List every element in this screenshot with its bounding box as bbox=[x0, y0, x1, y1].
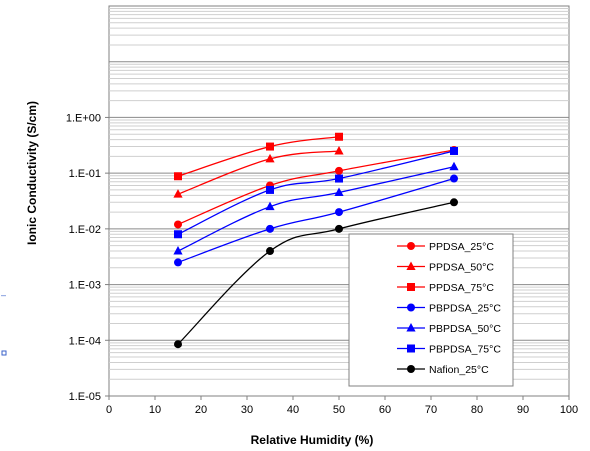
legend-label: PBPDSA_75°C bbox=[429, 344, 501, 356]
y-tick-label: 1.E-05 bbox=[69, 391, 101, 403]
legend-entry: Nafion_25°C bbox=[397, 364, 489, 376]
edge-mark-dash: – bbox=[1, 290, 6, 300]
x-tick-label: 100 bbox=[560, 404, 578, 416]
series-line bbox=[177, 149, 455, 226]
x-tick-label: 80 bbox=[471, 404, 483, 416]
x-tick-label: 70 bbox=[425, 404, 437, 416]
data-point bbox=[450, 198, 458, 207]
x-tick-label: 50 bbox=[333, 404, 345, 416]
series bbox=[174, 174, 458, 267]
x-tick-label: 40 bbox=[287, 404, 299, 416]
series-line bbox=[177, 177, 455, 264]
y-axis-ticks: 1.E-05 1.E-04 1.E-03 1.E-02 1.E-01 1.E+00 bbox=[66, 112, 109, 403]
legend-marker bbox=[407, 365, 415, 373]
legend-label: PPDSA_25°C bbox=[429, 241, 494, 253]
legend-label: PPDSA_50°C bbox=[429, 262, 494, 274]
legend-marker bbox=[406, 261, 416, 270]
data-point bbox=[335, 166, 343, 175]
x-axis-title: Relative Humidity (%) bbox=[251, 433, 374, 447]
legend-marker bbox=[406, 323, 416, 332]
legend-entry: PBPDSA_50°C bbox=[397, 323, 501, 335]
series-line bbox=[177, 201, 455, 345]
data-point bbox=[265, 201, 275, 211]
data-point bbox=[266, 224, 274, 233]
data-point bbox=[334, 187, 344, 196]
legend-entry: PPDSA_25°C bbox=[397, 241, 494, 253]
data-point bbox=[334, 145, 344, 155]
y-tick-label: 1.E-04 bbox=[69, 335, 101, 347]
data-point bbox=[174, 220, 182, 229]
series bbox=[174, 132, 343, 181]
legend-label: PBPDSA_25°C bbox=[429, 303, 501, 315]
series bbox=[173, 145, 344, 198]
legend-label: Nafion_25°C bbox=[429, 364, 489, 376]
legend-box bbox=[348, 233, 514, 387]
data-point bbox=[173, 189, 183, 198]
data-point bbox=[174, 340, 182, 349]
data-point bbox=[335, 208, 343, 217]
edge-mark-square bbox=[1, 350, 7, 356]
data-point bbox=[335, 132, 343, 141]
legend: PPDSA_25°C PPDSA_50°C PPDSA_75°C PBPDSA_25°… bbox=[348, 233, 514, 387]
y-axis-title: Ionic Conductivity (S/cm) bbox=[25, 101, 39, 245]
data-point bbox=[449, 161, 459, 171]
legend-entry: PBPDSA_25°C bbox=[397, 303, 501, 315]
data-point bbox=[335, 174, 343, 183]
legend-marker bbox=[407, 283, 415, 291]
data-point bbox=[174, 258, 182, 267]
data-point bbox=[335, 224, 343, 233]
data-point bbox=[450, 146, 458, 155]
legend-label: PBPDSA_50°C bbox=[429, 323, 501, 335]
series-line bbox=[177, 166, 455, 252]
series bbox=[174, 198, 458, 349]
data-point bbox=[266, 142, 274, 151]
y-tick-label: 1.E-02 bbox=[69, 224, 101, 236]
series-group bbox=[173, 132, 459, 349]
y-tick-label: 1.E+00 bbox=[66, 112, 101, 124]
legend-marker bbox=[407, 303, 415, 312]
y-tick-label: 1.E-01 bbox=[69, 168, 101, 180]
data-point bbox=[173, 246, 183, 255]
legend-entry: PPDSA_50°C bbox=[397, 261, 494, 274]
series-line bbox=[177, 150, 455, 235]
legend-marker bbox=[407, 344, 415, 353]
legend-label: PPDSA_75°C bbox=[429, 282, 494, 294]
x-tick-label: 10 bbox=[149, 404, 161, 416]
data-point bbox=[265, 153, 275, 163]
x-tick-label: 20 bbox=[195, 404, 207, 416]
data-point bbox=[174, 230, 182, 239]
legend-entry: PBPDSA_75°C bbox=[397, 344, 501, 356]
data-point bbox=[266, 247, 274, 256]
legend-entries: PPDSA_25°C PPDSA_50°C PPDSA_75°C PBPDSA_25°… bbox=[397, 241, 501, 376]
series bbox=[173, 161, 459, 255]
x-tick-label: 0 bbox=[106, 404, 112, 416]
x-axis-ticks: 0 10 20 30 40 50 60 70 80 90 100 bbox=[106, 396, 578, 416]
x-tick-label: 30 bbox=[241, 404, 253, 416]
legend-entry: PPDSA_75°C bbox=[397, 282, 494, 294]
legend-marker bbox=[407, 242, 415, 250]
y-tick-label: 1.E-03 bbox=[69, 280, 101, 292]
data-point bbox=[450, 174, 458, 183]
series bbox=[174, 146, 458, 239]
x-tick-label: 60 bbox=[379, 404, 391, 416]
data-point bbox=[266, 185, 274, 194]
x-tick-label: 90 bbox=[517, 404, 529, 416]
data-point bbox=[174, 172, 182, 181]
